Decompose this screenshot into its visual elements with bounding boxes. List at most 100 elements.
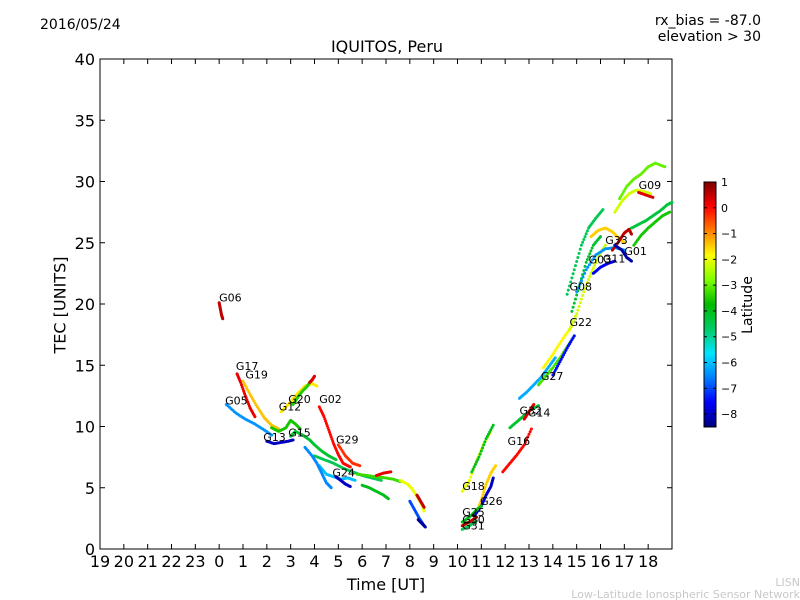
data-point — [577, 304, 581, 308]
data-point — [585, 229, 589, 233]
x-tick-label: 23 — [185, 552, 205, 571]
series-g33red — [610, 227, 633, 252]
colorbar-tick-label: −8 — [721, 408, 737, 421]
y-tick-label: 5 — [85, 479, 95, 498]
data-point — [560, 355, 564, 359]
x-tick-label: 3 — [286, 552, 296, 571]
data-point — [592, 255, 596, 259]
series-g31 — [460, 519, 479, 531]
data-point — [570, 322, 574, 326]
data-point — [584, 260, 588, 264]
data-point — [575, 290, 579, 294]
data-point — [556, 364, 560, 368]
satellite-label: G03 — [589, 254, 612, 267]
data-point — [522, 443, 526, 447]
series-gtop2 — [629, 200, 674, 230]
data-point — [588, 274, 592, 278]
series-g27c — [551, 334, 576, 377]
data-point — [571, 320, 575, 324]
data-point — [532, 402, 536, 406]
satellite-label: G06 — [219, 292, 242, 305]
data-point — [581, 275, 585, 279]
series-g05 — [224, 402, 274, 437]
satellite-label: G20 — [288, 393, 311, 406]
data-point — [554, 366, 558, 370]
data-point — [486, 432, 490, 436]
data-point — [575, 312, 579, 316]
data-point — [494, 464, 498, 468]
x-tick-label: 16 — [590, 552, 610, 571]
data-point — [525, 438, 529, 442]
data-point — [526, 435, 530, 439]
watermark-long: Low-Latitude Ionospheric Sensor Network — [571, 588, 800, 600]
data-point — [579, 297, 583, 301]
data-point — [481, 446, 485, 450]
x-tick-label: 13 — [519, 552, 539, 571]
data-point — [246, 388, 250, 392]
data-point — [573, 297, 577, 301]
satellite-label: G15 — [288, 426, 311, 439]
data-point — [584, 268, 588, 272]
series-g06 — [217, 301, 225, 321]
data-point — [584, 284, 588, 288]
data-point — [573, 314, 577, 318]
series-g08b — [570, 235, 602, 313]
x-tick-label: 17 — [614, 552, 634, 571]
data-point — [590, 246, 594, 250]
data-point — [483, 440, 487, 444]
chart-title: IQUITOS, Peru — [330, 37, 444, 56]
data-point — [489, 428, 493, 432]
series-g17 — [235, 372, 257, 419]
data-point — [386, 497, 390, 501]
y-tick-label: 0 — [85, 540, 95, 559]
data-point — [557, 362, 561, 366]
x-tick-label: 21 — [137, 552, 157, 571]
data-point — [622, 241, 626, 245]
data-point — [469, 475, 473, 479]
data-point — [472, 465, 476, 469]
data-point — [575, 260, 579, 264]
data-point — [553, 356, 557, 360]
data-point — [670, 200, 674, 204]
data-point — [334, 458, 338, 462]
data-point — [488, 430, 492, 434]
data-point — [483, 485, 487, 489]
data-point — [585, 257, 589, 261]
data-point — [569, 280, 573, 284]
series-g08tailred — [415, 493, 426, 509]
series-g01 — [613, 243, 633, 263]
data-point — [475, 515, 479, 519]
data-point — [668, 210, 672, 214]
series-g25 — [460, 504, 483, 524]
satellite-label: G16 — [508, 435, 531, 448]
data-point — [563, 351, 567, 355]
data-point — [572, 317, 576, 321]
colorbar-tick-label: 1 — [721, 176, 728, 189]
satellite-label: G01 — [624, 245, 647, 258]
data-point — [603, 243, 607, 247]
data-point — [329, 486, 333, 490]
data-point — [478, 452, 482, 456]
x-tick-label: 1 — [238, 552, 248, 571]
satellite-label: G24 — [332, 467, 355, 480]
data-point — [583, 271, 587, 275]
data-point — [584, 232, 588, 236]
x-tick-label: 11 — [471, 552, 491, 571]
data-point — [565, 292, 569, 296]
data-point — [491, 476, 495, 480]
data-point — [629, 259, 633, 263]
series-g33 — [589, 226, 626, 245]
satellite-label: G27 — [541, 370, 564, 383]
x-tick-label: 7 — [381, 552, 391, 571]
data-point — [477, 455, 481, 459]
data-point — [578, 301, 582, 305]
data-point — [583, 235, 587, 239]
data-point — [583, 287, 587, 291]
data-point — [221, 317, 225, 321]
satellite-label: G14 — [528, 407, 551, 420]
x-tick-label: 10 — [447, 552, 467, 571]
data-point — [389, 470, 393, 474]
x-tick-label: 0 — [214, 552, 224, 571]
colorbar — [703, 181, 717, 428]
data-point — [578, 247, 582, 251]
